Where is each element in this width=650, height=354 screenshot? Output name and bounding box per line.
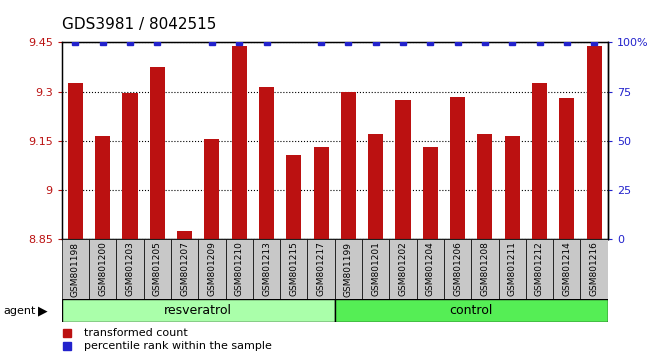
Bar [313,147,329,239]
Bar [62,239,89,299]
Bar [580,239,608,299]
Bar [307,239,335,299]
Bar [559,98,575,239]
Text: GSM801202: GSM801202 [398,242,408,296]
Text: GSM801210: GSM801210 [235,241,244,297]
Bar [95,136,110,239]
Bar [526,239,553,299]
Text: GSM801213: GSM801213 [262,241,271,297]
Text: GSM801201: GSM801201 [371,241,380,297]
Text: resveratrol: resveratrol [164,304,232,317]
Bar [471,239,499,299]
Text: GSM801208: GSM801208 [480,241,489,297]
Bar [286,155,302,239]
Bar [335,299,608,322]
Bar [444,239,471,299]
Bar [477,134,493,239]
Text: GSM801207: GSM801207 [180,241,189,297]
Bar [417,239,444,299]
Bar [553,239,580,299]
Bar [122,93,138,239]
Text: GSM801215: GSM801215 [289,241,298,297]
Bar [226,239,253,299]
Bar [341,92,356,239]
Bar [116,239,144,299]
Text: GSM801198: GSM801198 [71,241,80,297]
Bar [586,46,602,239]
Text: GSM801216: GSM801216 [590,241,599,297]
Bar [532,84,547,239]
Text: GSM801206: GSM801206 [453,241,462,297]
Text: GSM801209: GSM801209 [207,241,216,297]
Bar [450,97,465,239]
Bar [368,134,384,239]
Bar [177,231,192,239]
Text: agent: agent [3,306,36,316]
Bar [144,239,171,299]
Bar [231,46,247,239]
Bar [362,239,389,299]
Text: GSM801203: GSM801203 [125,241,135,297]
Bar [198,239,226,299]
Bar [422,147,438,239]
Bar [499,239,526,299]
Text: GSM801211: GSM801211 [508,241,517,297]
Text: GSM801200: GSM801200 [98,241,107,297]
Text: GSM801204: GSM801204 [426,242,435,296]
Bar [204,139,220,239]
Text: percentile rank within the sample: percentile rank within the sample [84,341,272,351]
Bar [68,84,83,239]
Bar [504,136,520,239]
Bar [89,239,116,299]
Bar [335,239,362,299]
Text: GDS3981 / 8042515: GDS3981 / 8042515 [62,17,216,32]
Text: ▶: ▶ [38,304,47,317]
Text: GSM801199: GSM801199 [344,241,353,297]
Text: GSM801205: GSM801205 [153,241,162,297]
Bar [150,67,165,239]
Text: transformed count: transformed count [84,328,187,338]
Bar [389,239,417,299]
Text: control: control [450,304,493,317]
Bar [253,239,280,299]
Text: GSM801214: GSM801214 [562,242,571,296]
Bar [259,87,274,239]
Bar [395,100,411,239]
Bar [62,299,335,322]
Text: GSM801212: GSM801212 [535,242,544,296]
Bar [171,239,198,299]
Bar [280,239,307,299]
Text: GSM801217: GSM801217 [317,241,326,297]
